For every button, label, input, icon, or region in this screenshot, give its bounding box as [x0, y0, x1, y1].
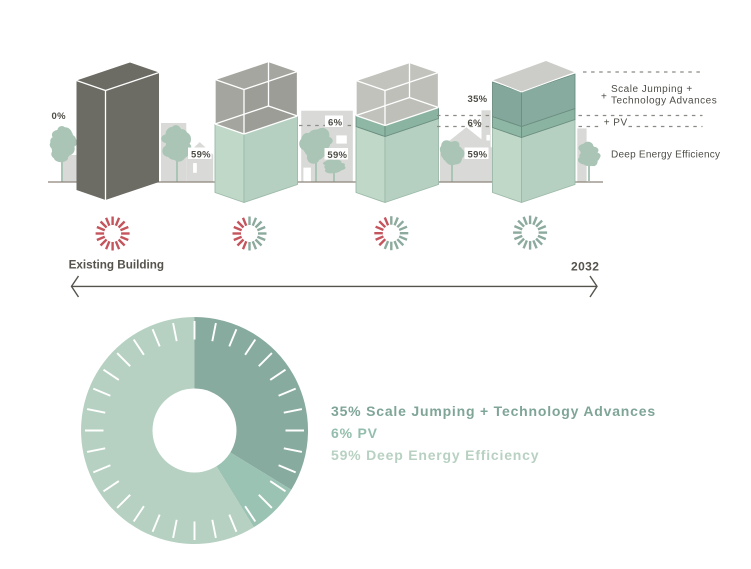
svg-text:0%: 0%	[52, 111, 67, 122]
svg-text:6% PV: 6% PV	[331, 425, 378, 441]
svg-text:59%: 59%	[327, 150, 347, 161]
svg-text:59%: 59%	[191, 150, 211, 161]
svg-text:35%: 35%	[468, 94, 488, 105]
svg-text:+: +	[601, 92, 607, 103]
svg-text:+ PV: + PV	[604, 118, 628, 129]
svg-text:Deep Energy Efficiency: Deep Energy Efficiency	[611, 149, 720, 160]
svg-text:6%: 6%	[468, 118, 483, 129]
svg-text:35% Scale Jumping + Technology: 35% Scale Jumping + Technology Advances	[331, 403, 656, 419]
svg-text:59% Deep Energy Efficiency: 59% Deep Energy Efficiency	[331, 447, 539, 463]
svg-text:Technology Advances: Technology Advances	[611, 95, 717, 106]
svg-text:Existing Building: Existing Building	[69, 259, 164, 272]
svg-text:6%: 6%	[328, 118, 343, 129]
svg-text:Scale Jumping +: Scale Jumping +	[611, 84, 693, 95]
svg-text:59%: 59%	[468, 150, 488, 161]
svg-text:2032: 2032	[571, 260, 599, 274]
